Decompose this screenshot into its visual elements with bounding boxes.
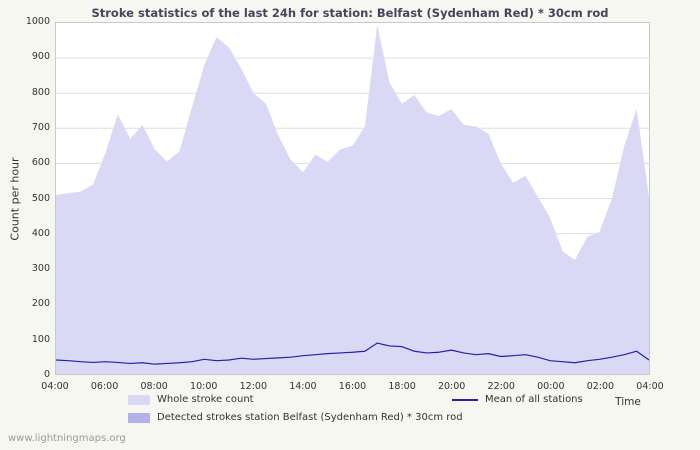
y-tick-label: 600	[31, 157, 50, 169]
legend-label-whole: Whole stroke count	[157, 394, 254, 405]
chart-title: Stroke statistics of the last 24h for st…	[91, 6, 609, 20]
x-tick-label: 06:00	[90, 381, 119, 392]
legend-line-mean	[452, 398, 478, 401]
x-tick-label: 04:00	[636, 381, 664, 392]
x-tick-label: 10:00	[190, 381, 218, 392]
x-axis-label: Time	[615, 396, 641, 408]
legend-item-detected-strokes: Detected strokes station Belfast (Sydenh…	[128, 412, 463, 423]
x-tick-label: 16:00	[338, 381, 367, 392]
legend-label-mean: Mean of all stations	[485, 394, 583, 405]
plot-canvas	[56, 24, 649, 374]
series-mean-of-all-stations	[56, 342, 649, 365]
x-tick-label: 02:00	[586, 381, 615, 392]
legend-swatch-detected	[128, 412, 150, 423]
plot-area	[55, 22, 650, 375]
y-tick-label: 700	[31, 121, 50, 133]
y-tick-label: 100	[31, 333, 50, 345]
x-tick-label: 00:00	[537, 381, 565, 392]
x-tick-label: 18:00	[388, 381, 416, 392]
y-tick-label: 200	[31, 298, 50, 310]
x-tick-label: 08:00	[140, 381, 168, 392]
legend-swatch-whole	[128, 394, 150, 405]
legend-label-detected: Detected strokes station Belfast (Sydenh…	[157, 412, 463, 423]
y-tick-label: 800	[31, 86, 50, 98]
legend-item-mean-of-all-stations: Mean of all stations	[452, 394, 583, 405]
watermark-link[interactable]: www.lightningmaps.org	[8, 433, 126, 444]
y-tick-label: 0	[43, 369, 50, 380]
x-tick-label: 22:00	[487, 381, 515, 392]
y-tick-label: 500	[31, 192, 50, 204]
y-tick-label: 900	[31, 51, 50, 63]
x-tick-label: 20:00	[437, 381, 466, 392]
x-tick-label: 04:00	[41, 381, 69, 392]
legend-item-whole-stroke-count: Whole stroke count	[128, 394, 254, 405]
x-tick-label: 12:00	[239, 381, 268, 392]
x-tick-label: 14:00	[289, 381, 317, 392]
y-tick-label: 300	[31, 263, 50, 275]
y-tick-label: 400	[31, 227, 50, 239]
series-whole-stroke-count	[56, 24, 649, 374]
y-tick-label: 1000	[25, 16, 50, 27]
